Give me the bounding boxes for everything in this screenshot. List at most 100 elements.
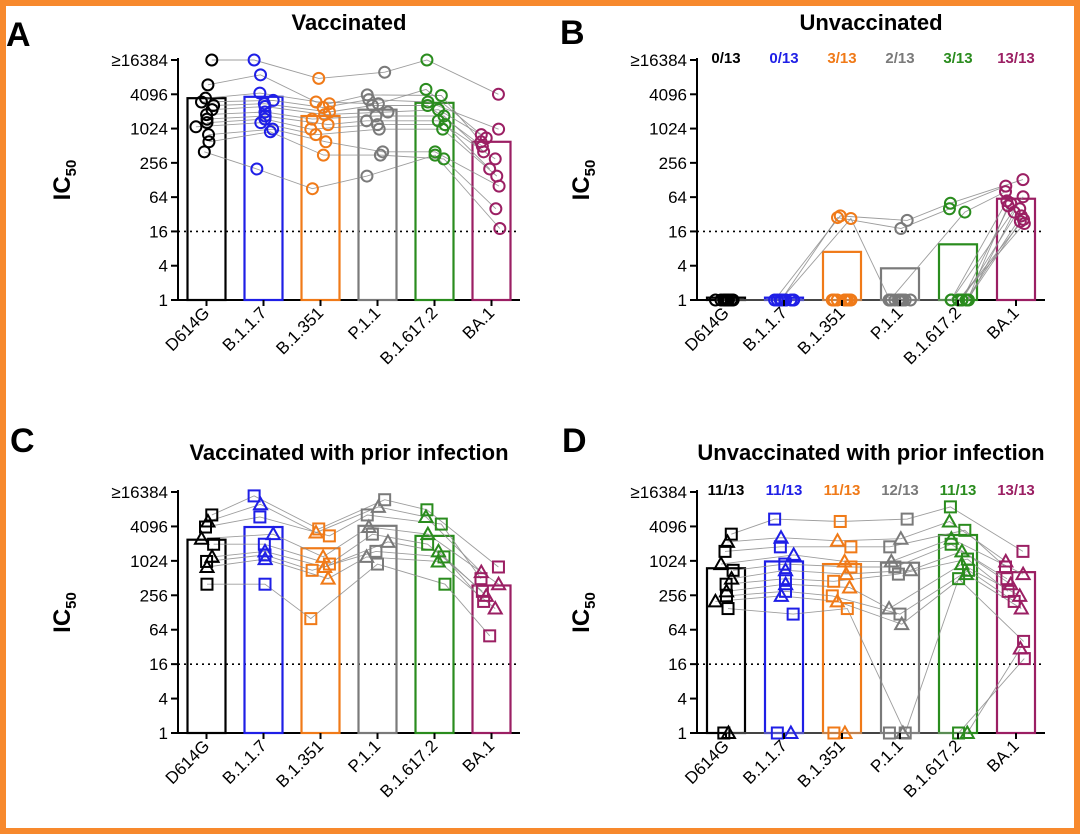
data-point-square xyxy=(718,544,732,558)
y-tick-label: 4 xyxy=(159,257,168,276)
donor-connector-line xyxy=(212,106,487,139)
data-point-circle xyxy=(319,135,333,149)
data-point-triangle xyxy=(785,546,802,561)
data-point-square xyxy=(258,548,272,562)
data-point-square xyxy=(721,602,735,616)
data-point-triangle xyxy=(782,724,800,739)
donor-connector-line xyxy=(726,569,1015,615)
y-tick-label: ≥16384 xyxy=(111,483,168,502)
fraction-label: 3/13 xyxy=(827,50,856,67)
data-point-circle xyxy=(779,293,793,307)
data-point-triangle xyxy=(360,518,378,534)
data-point-circle xyxy=(253,86,267,100)
fraction-label: 3/13 xyxy=(943,50,972,67)
data-point-circle xyxy=(200,116,214,130)
donor-connector-line xyxy=(207,563,491,637)
data-point-circle xyxy=(493,222,507,236)
data-point-circle xyxy=(360,169,374,183)
donor-connector-line xyxy=(727,577,1024,735)
x-tick-label: P.1.1 xyxy=(867,303,907,343)
data-point-circle xyxy=(305,182,319,196)
data-point-circle xyxy=(360,114,374,128)
data-point-circle xyxy=(322,97,336,111)
donor-connector-line xyxy=(201,526,499,585)
data-point-square xyxy=(961,563,975,577)
x-tick-label: B.1.351 xyxy=(272,303,327,358)
y-axis-label: IC50 xyxy=(568,592,599,633)
data-point-triangle xyxy=(316,558,333,573)
data-point-square xyxy=(434,517,448,531)
x-tick-label: B.1.1.7 xyxy=(219,303,271,355)
data-point-square xyxy=(827,574,841,588)
x-tick-label: B.1.1.7 xyxy=(739,736,791,788)
y-tick-label: 64 xyxy=(668,188,687,207)
donor-connector-line xyxy=(726,211,1015,301)
data-point-square xyxy=(778,557,792,571)
x-tick-label: B.1.351 xyxy=(794,303,849,358)
donor-connector-line xyxy=(205,92,482,143)
data-point-circle xyxy=(1016,173,1030,187)
data-point-square xyxy=(891,567,905,581)
fraction-label: 11/13 xyxy=(708,482,745,499)
data-point-triangle xyxy=(841,578,858,594)
data-point-circle xyxy=(960,293,974,307)
data-point-square xyxy=(958,523,972,537)
data-point-square xyxy=(477,594,491,608)
data-point-circle xyxy=(199,91,213,105)
data-point-triangle xyxy=(264,525,282,541)
x-tick-label: BA.1 xyxy=(983,303,1022,342)
data-point-square xyxy=(724,527,738,541)
data-point-triangle xyxy=(953,555,970,571)
data-point-circle xyxy=(194,95,208,109)
data-point-triangle xyxy=(370,498,387,513)
data-point-square xyxy=(491,560,505,574)
data-point-square xyxy=(370,557,384,571)
data-point-triangle xyxy=(773,587,790,602)
data-point-circle xyxy=(1016,190,1030,204)
y-tick-label: 16 xyxy=(149,655,168,674)
data-point-circle xyxy=(200,112,214,126)
data-point-circle xyxy=(378,65,392,79)
data-point-circle xyxy=(254,116,268,130)
y-tick-label: 1 xyxy=(159,291,168,310)
data-point-square xyxy=(1007,594,1021,608)
data-point-square xyxy=(1016,544,1030,558)
fraction-label: 12/13 xyxy=(881,482,919,499)
x-tick-label: B.1.351 xyxy=(272,736,327,791)
data-point-circle xyxy=(958,205,972,219)
y-tick-label: 1024 xyxy=(130,120,168,139)
x-tick-label: P.1.1 xyxy=(344,736,384,776)
data-point-triangle xyxy=(256,550,274,566)
data-point-triangle xyxy=(902,561,919,577)
data-point-circle xyxy=(263,125,277,139)
data-point-square xyxy=(365,527,379,541)
data-point-circle xyxy=(900,213,914,227)
data-point-circle xyxy=(721,293,735,307)
data-point-square xyxy=(952,572,966,586)
x-tick-label: B.1.617.2 xyxy=(376,303,441,368)
donor-connector-line xyxy=(211,59,499,95)
data-point-square xyxy=(1017,652,1031,666)
donor-connector-line xyxy=(715,573,1022,625)
data-point-circle xyxy=(266,122,280,136)
data-point-square xyxy=(944,537,958,551)
panel-title: Vaccinated with prior infection xyxy=(189,440,508,465)
y-axis-label: IC50 xyxy=(49,160,80,201)
data-point-square xyxy=(778,572,792,586)
y-tick-label: 4096 xyxy=(649,517,687,536)
data-point-circle xyxy=(770,293,784,307)
y-tick-label: 256 xyxy=(659,154,687,173)
data-point-square xyxy=(833,514,847,528)
y-tick-label: 1024 xyxy=(649,120,687,139)
fraction-label: 13/13 xyxy=(997,50,1035,67)
donor-connector-line xyxy=(212,541,487,597)
data-point-square xyxy=(207,537,221,551)
y-tick-label: 16 xyxy=(668,655,687,674)
donor-connector-line xyxy=(205,514,482,579)
y-tick-label: ≥16384 xyxy=(630,483,687,502)
data-point-circle xyxy=(200,108,214,122)
donor-connector-line xyxy=(731,550,1011,585)
data-point-circle xyxy=(436,122,450,136)
data-point-triangle xyxy=(490,575,507,591)
